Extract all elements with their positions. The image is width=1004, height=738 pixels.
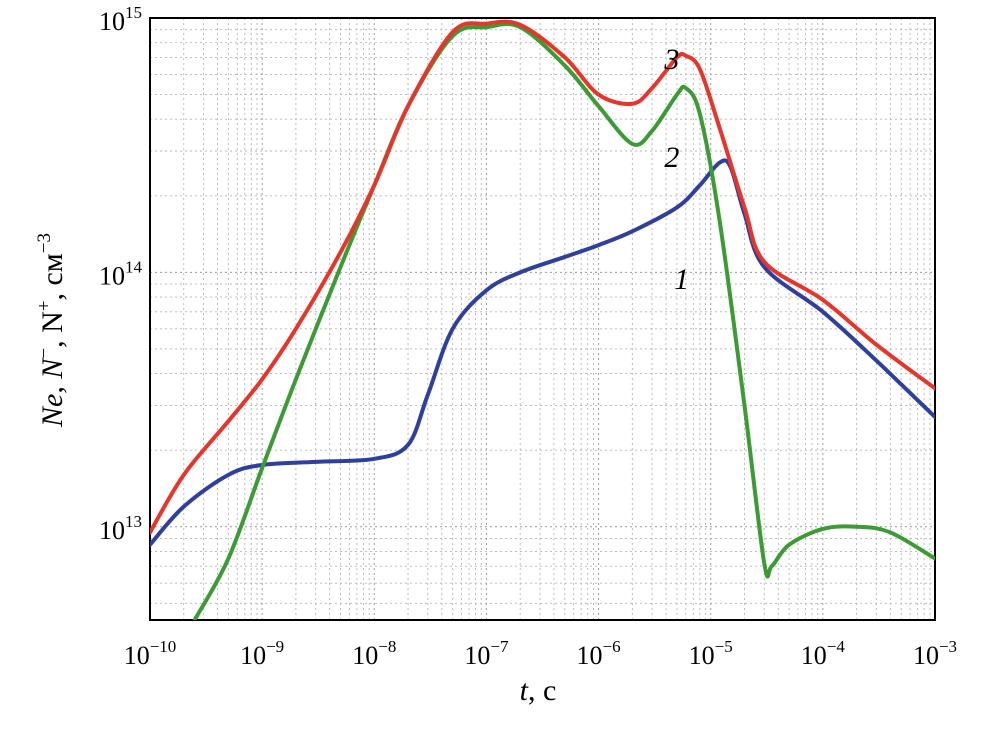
curve-labels: 3 2 1 xyxy=(663,43,689,296)
y-axis-title-sup-3: −3 xyxy=(34,233,55,253)
x-tick-label: 10−5 xyxy=(689,637,733,670)
y-tick-label: 1015 xyxy=(99,3,142,36)
x-tick-label: 10−10 xyxy=(124,637,177,670)
x-axis-title-unit: , с xyxy=(528,674,556,707)
plot-frame xyxy=(149,17,936,621)
y-tick-label: 1013 xyxy=(99,512,142,545)
x-tick-label: 10−7 xyxy=(464,637,509,670)
x-tick-label: 10−6 xyxy=(577,637,621,670)
x-tick-labels: 10−10 10−9 10−8 10−7 10−6 10−5 10−4 10−3 xyxy=(124,637,957,670)
y-axis-title-sup-2: + xyxy=(34,301,55,312)
y-axis-title-part-2: , N xyxy=(36,311,69,348)
y-axis-title-part-3: , см xyxy=(36,253,69,300)
curve-label-3: 3 xyxy=(663,43,679,76)
minor-grid xyxy=(150,18,935,620)
y-axis-title: Ne, N−, N+, см−3 xyxy=(34,233,69,428)
y-axis-title-part-1: Ne, N xyxy=(36,357,69,428)
x-tick-label: 10−8 xyxy=(352,637,396,670)
series-line-3 xyxy=(150,19,935,535)
series-line-1 xyxy=(150,158,935,547)
y-tick-labels: 1013 1014 1015 xyxy=(99,3,143,545)
x-axis-title-variable: t xyxy=(520,674,529,707)
x-tick-label: 10−4 xyxy=(801,637,846,670)
series-line-2 xyxy=(192,22,935,620)
x-tick-label: 10−9 xyxy=(240,637,284,670)
x-axis-title: t, с xyxy=(520,674,557,707)
y-tick-label: 1014 xyxy=(99,257,143,290)
curve-label-1: 1 xyxy=(674,263,689,296)
y-axis-title-sup-1: − xyxy=(34,348,55,359)
series-layer xyxy=(150,19,935,620)
x-tick-label: 10−3 xyxy=(913,637,957,670)
curve-label-2: 2 xyxy=(664,141,679,174)
